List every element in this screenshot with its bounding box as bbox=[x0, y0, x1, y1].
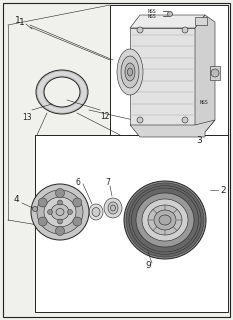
Circle shape bbox=[137, 27, 143, 33]
Ellipse shape bbox=[127, 68, 133, 76]
Ellipse shape bbox=[31, 184, 89, 240]
Polygon shape bbox=[195, 15, 215, 132]
Circle shape bbox=[211, 69, 219, 77]
Text: 4: 4 bbox=[13, 196, 19, 204]
Ellipse shape bbox=[154, 210, 176, 230]
Ellipse shape bbox=[51, 204, 69, 220]
Circle shape bbox=[38, 198, 47, 207]
Text: 2: 2 bbox=[220, 186, 226, 195]
Circle shape bbox=[168, 12, 172, 17]
Ellipse shape bbox=[125, 63, 135, 81]
Circle shape bbox=[58, 219, 62, 224]
Ellipse shape bbox=[129, 186, 201, 254]
Circle shape bbox=[137, 117, 143, 123]
Ellipse shape bbox=[117, 49, 143, 95]
Ellipse shape bbox=[126, 183, 204, 257]
Text: 1: 1 bbox=[19, 18, 25, 27]
Polygon shape bbox=[130, 120, 215, 137]
Text: NSS: NSS bbox=[148, 13, 157, 19]
Circle shape bbox=[55, 227, 65, 236]
Circle shape bbox=[73, 198, 82, 207]
Polygon shape bbox=[130, 15, 205, 28]
Ellipse shape bbox=[131, 188, 199, 252]
Polygon shape bbox=[130, 28, 195, 125]
Ellipse shape bbox=[44, 77, 80, 107]
Circle shape bbox=[182, 27, 188, 33]
Ellipse shape bbox=[92, 207, 100, 217]
Ellipse shape bbox=[159, 215, 171, 225]
Ellipse shape bbox=[44, 197, 76, 227]
Text: 6: 6 bbox=[75, 178, 80, 187]
Text: 9: 9 bbox=[145, 261, 151, 270]
Circle shape bbox=[73, 217, 82, 226]
Ellipse shape bbox=[142, 199, 188, 241]
Ellipse shape bbox=[136, 193, 194, 247]
Ellipse shape bbox=[148, 205, 182, 235]
Text: 7: 7 bbox=[106, 178, 110, 187]
Ellipse shape bbox=[104, 198, 122, 218]
Text: 13: 13 bbox=[22, 113, 32, 122]
Ellipse shape bbox=[56, 209, 64, 215]
Circle shape bbox=[32, 206, 38, 212]
Ellipse shape bbox=[121, 56, 139, 88]
Ellipse shape bbox=[89, 204, 103, 220]
Ellipse shape bbox=[124, 181, 206, 259]
Text: 12: 12 bbox=[100, 112, 110, 121]
Bar bbox=[110, 5, 228, 145]
Bar bbox=[35, 135, 228, 312]
Text: 3: 3 bbox=[196, 135, 202, 145]
Text: NSS: NSS bbox=[148, 9, 157, 13]
Bar bbox=[195, 17, 207, 25]
Circle shape bbox=[38, 217, 47, 226]
Text: NSS: NSS bbox=[200, 100, 209, 105]
Circle shape bbox=[58, 200, 62, 205]
Text: 1: 1 bbox=[15, 15, 21, 25]
Ellipse shape bbox=[110, 205, 116, 211]
Circle shape bbox=[182, 117, 188, 123]
Circle shape bbox=[68, 210, 72, 214]
Circle shape bbox=[55, 188, 65, 197]
Ellipse shape bbox=[37, 190, 83, 234]
Ellipse shape bbox=[36, 70, 88, 114]
Ellipse shape bbox=[108, 202, 118, 214]
Bar bbox=[210, 66, 220, 80]
Circle shape bbox=[48, 210, 52, 214]
